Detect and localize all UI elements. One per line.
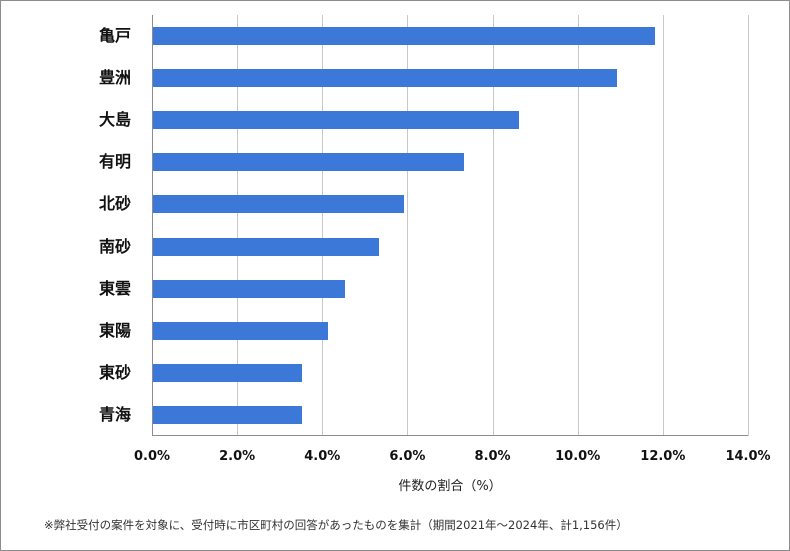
gridline	[492, 15, 494, 436]
bar	[153, 279, 345, 298]
gridline	[407, 15, 409, 436]
category-label: 南砂	[98, 236, 131, 256]
footnote: ※弊社受付の案件を対象に、受付時に市区町村の回答があったものを集計（期間2021…	[44, 518, 628, 532]
bar	[153, 405, 302, 424]
category-label: 大島	[98, 110, 131, 130]
x-tick-label: 12.0%	[640, 449, 686, 464]
gridline	[322, 15, 324, 436]
bar	[153, 69, 618, 88]
category-label: 東砂	[98, 362, 131, 382]
x-tick-label: 0.0%	[133, 449, 171, 464]
x-axis-line	[152, 435, 748, 436]
category-label: 東雲	[98, 278, 131, 298]
x-tick-label: 10.0%	[555, 449, 601, 464]
y-axis-line	[152, 15, 153, 436]
category-label: 青海	[98, 404, 131, 424]
bar	[153, 363, 302, 382]
gridline	[237, 15, 239, 436]
x-tick-label: 6.0%	[389, 449, 426, 464]
category-label: 亀戸	[98, 26, 131, 46]
bar	[153, 195, 405, 214]
bar	[153, 237, 379, 256]
plot-area	[152, 15, 749, 436]
gridline	[662, 15, 664, 436]
category-label: 北砂	[98, 194, 131, 214]
x-tick-label: 14.0%	[725, 449, 771, 464]
x-tick-label: 4.0%	[304, 449, 341, 464]
x-tick-label: 2.0%	[219, 449, 256, 464]
category-label: 豊洲	[98, 68, 131, 88]
gridline	[577, 15, 579, 436]
bar	[153, 321, 328, 340]
category-label: 東陽	[98, 320, 131, 340]
x-axis-label: 件数の割合（%）	[398, 479, 502, 494]
bar	[153, 153, 464, 172]
bar	[153, 111, 520, 130]
x-tick-label: 8.0%	[474, 449, 511, 464]
bar	[153, 27, 656, 46]
gridline	[748, 15, 749, 436]
category-label: 有明	[98, 152, 131, 172]
